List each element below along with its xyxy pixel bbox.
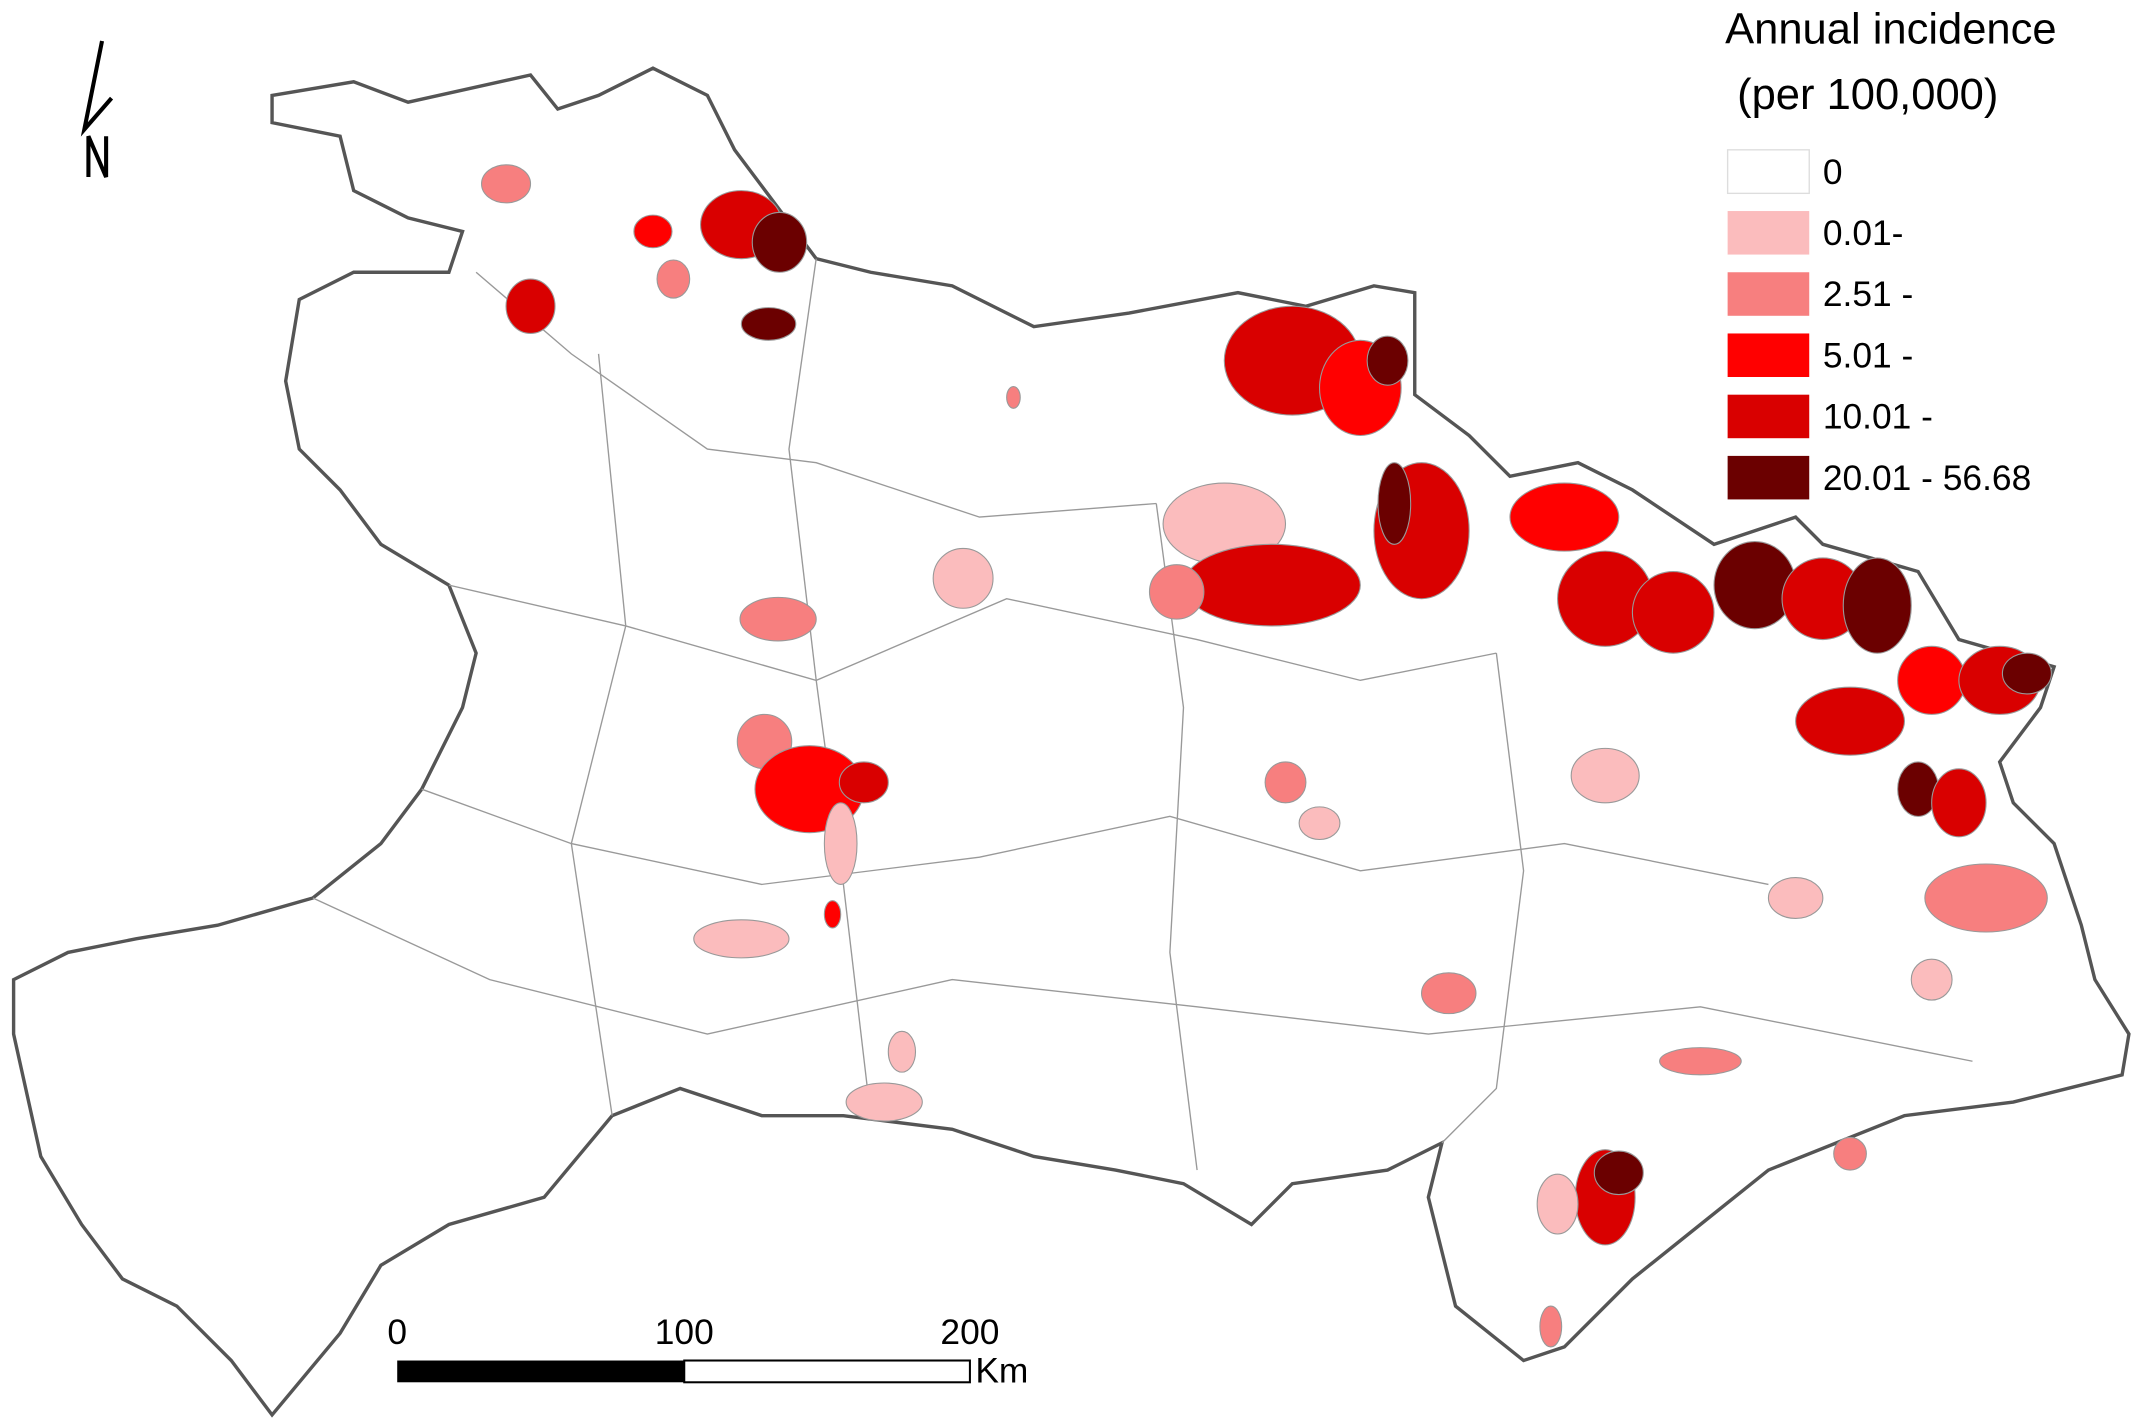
incidence-area	[1421, 972, 1477, 1015]
incidence-area	[1182, 543, 1361, 627]
incidence-area	[1767, 877, 1824, 919]
province-outline	[11, 66, 2131, 1418]
incidence-area	[1842, 557, 1912, 654]
incidence-area	[838, 761, 889, 804]
legend-label: 0	[1823, 153, 1843, 192]
incidence-area	[1833, 1136, 1867, 1171]
incidence-area	[1931, 768, 1987, 838]
incidence-area	[1910, 958, 1953, 1001]
incidence-area	[2001, 652, 2052, 695]
incidence-areas	[481, 164, 2052, 1348]
incidence-area	[1795, 686, 1906, 756]
incidence-area	[1298, 806, 1341, 841]
incidence-area	[1509, 482, 1620, 552]
incidence-area	[845, 1082, 923, 1122]
north-arrow	[80, 40, 114, 178]
legend-swatch	[1727, 211, 1810, 255]
incidence-area	[481, 164, 532, 204]
incidence-area	[1148, 564, 1205, 620]
incidence-area	[1659, 1047, 1742, 1076]
incidence-area	[1377, 462, 1412, 545]
legend-title: Annual incidence	[1725, 6, 2056, 54]
incidence-area	[932, 547, 994, 609]
legend-label: 5.01 -	[1823, 336, 1913, 375]
county-borders	[312, 258, 1973, 1171]
legend-swatch	[1726, 149, 1810, 195]
incidence-area	[1539, 1305, 1563, 1348]
incidence-area	[1264, 761, 1307, 804]
legend-label: 2.51 -	[1823, 275, 1913, 314]
incidence-area	[1924, 863, 2048, 933]
legend-swatch	[1727, 455, 1810, 500]
incidence-area	[887, 1030, 917, 1073]
legend-swatch	[1727, 333, 1810, 377]
legend-title: (per 100,000)	[1737, 71, 1998, 119]
incidence-area	[1366, 335, 1409, 386]
incidence-area	[1006, 385, 1021, 409]
incidence-area	[823, 802, 858, 885]
incidence-area	[823, 900, 842, 929]
legend-swatch	[1727, 394, 1810, 439]
incidence-area	[505, 278, 556, 335]
legend: 0 0.01- 2.51 - 5.01 - 10.01 - 20.01 - 56.68	[1726, 149, 2031, 500]
scale-unit: Km	[975, 1351, 1028, 1390]
incidence-area	[1631, 570, 1715, 654]
scale-bar	[397, 1359, 971, 1384]
legend-swatch	[1727, 272, 1810, 316]
scale-label: 0	[387, 1313, 407, 1352]
scale-label: 200	[940, 1313, 999, 1352]
incidence-area	[1713, 541, 1797, 630]
incidence-area	[633, 214, 673, 249]
incidence-area	[740, 307, 797, 341]
incidence-area	[1897, 645, 1967, 715]
legend-label: 20.01 - 56.68	[1823, 459, 2031, 498]
incidence-area	[1536, 1173, 1579, 1235]
incidence-area	[739, 596, 817, 642]
incidence-area	[693, 919, 790, 959]
legend-label: 10.01 -	[1823, 398, 1933, 437]
scale-label: 100	[655, 1313, 714, 1352]
incidence-area	[1570, 747, 1640, 804]
incidence-area	[656, 259, 691, 299]
incidence-area	[1593, 1150, 1644, 1196]
incidence-area	[751, 211, 808, 273]
legend-label: 0.01-	[1823, 214, 1904, 253]
